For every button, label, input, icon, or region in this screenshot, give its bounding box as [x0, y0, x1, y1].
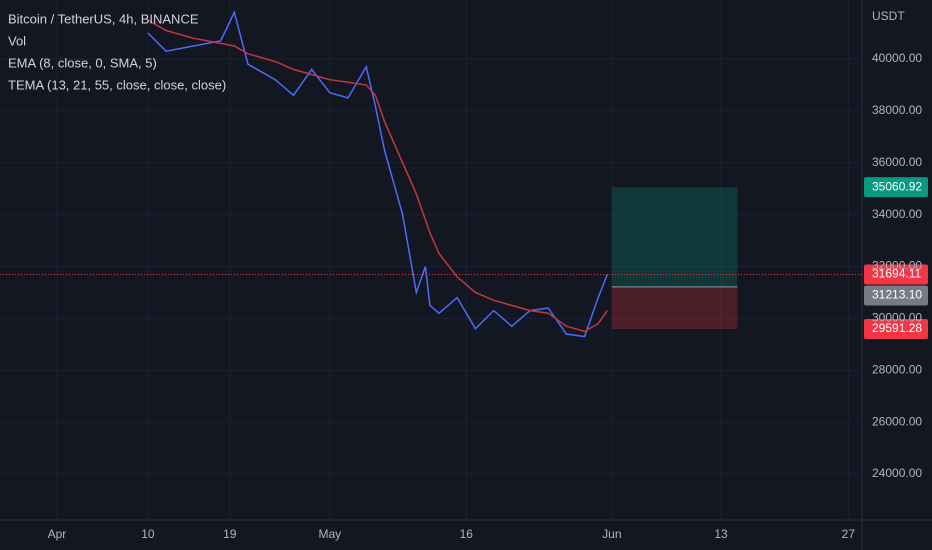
x-tick-label: 13 — [714, 527, 728, 541]
y-tick-label: 32000.00 — [872, 259, 922, 273]
x-tick-label: 27 — [842, 527, 856, 541]
x-tick-label: Jun — [602, 527, 621, 541]
price-tag-label: 29591.28 — [872, 321, 922, 335]
indicator-label: TEMA (13, 21, 55, close, close, close) — [8, 77, 226, 92]
x-tick-label: 19 — [223, 527, 237, 541]
x-tick-label: 10 — [141, 527, 155, 541]
price-tag-label: 31694.11 — [872, 267, 921, 281]
y-tick-label: 38000.00 — [872, 103, 922, 117]
y-tick-label: 36000.00 — [872, 155, 922, 169]
price-tag — [864, 177, 928, 198]
price-line — [147, 10, 608, 338]
y-tick-label: 24000.00 — [872, 466, 922, 480]
price-tag-label: 35060.92 — [872, 179, 922, 193]
price-tag — [864, 285, 928, 306]
x-tick-label: May — [319, 527, 342, 541]
y-tick-label: 28000.00 — [872, 362, 922, 376]
price-line — [147, 19, 608, 333]
chart-title: Bitcoin / TetherUS, 4h, BINANCE — [8, 11, 199, 26]
profit-zone — [611, 187, 738, 287]
loss-zone — [611, 286, 738, 329]
indicator-label: Vol — [8, 33, 26, 48]
price-tag — [864, 318, 928, 339]
indicator-label: EMA (8, close, 0, SMA, 5) — [8, 55, 157, 70]
y-tick-label: 30000.00 — [872, 311, 922, 325]
price-tag — [864, 264, 928, 285]
x-tick-label: 16 — [460, 527, 474, 541]
x-tick-label: Apr — [48, 527, 67, 541]
price-tag-label: 31213.10 — [872, 288, 922, 302]
y-tick-label: 40000.00 — [872, 51, 922, 65]
y-tick-label: 26000.00 — [872, 414, 922, 428]
axis-unit: USDT — [872, 9, 905, 23]
y-tick-label: 34000.00 — [872, 207, 922, 221]
